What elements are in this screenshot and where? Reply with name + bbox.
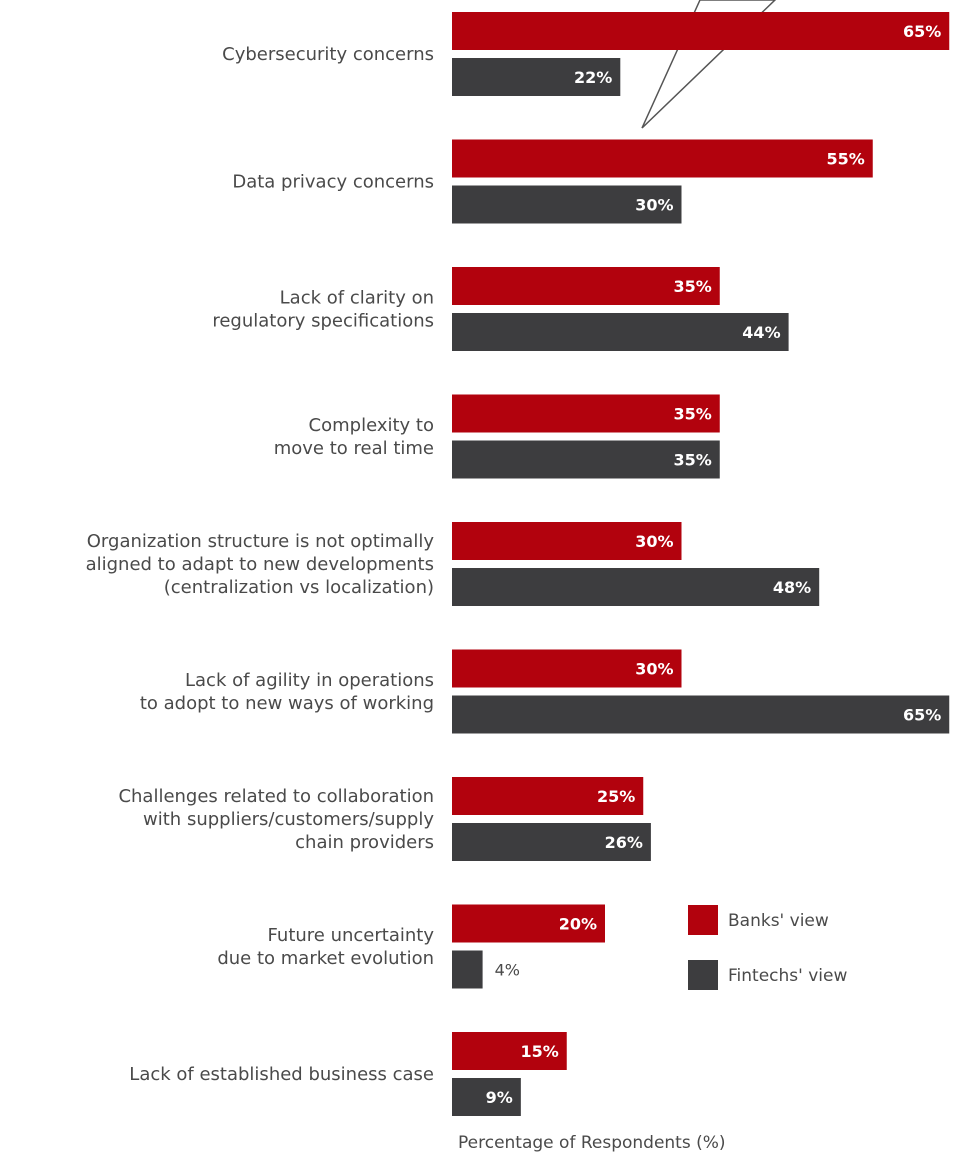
bar-value-label: 35% xyxy=(673,405,711,424)
x-axis-title: Percentage of Respondents (%) xyxy=(458,1133,726,1153)
category-label: Challenges related to collaboration xyxy=(118,786,434,807)
bar-banks-5 xyxy=(452,649,682,688)
bar-value-label: 44% xyxy=(742,323,780,342)
category-label: Organization structure is not optimally xyxy=(87,531,435,552)
bar-value-label: 35% xyxy=(673,277,711,296)
legend-swatch-banks xyxy=(688,905,718,935)
bar-fintechs-6 xyxy=(452,823,651,861)
bar-fintechs-7 xyxy=(452,950,483,989)
bar-value-label: 65% xyxy=(903,22,941,41)
bar-fintechs-4 xyxy=(452,568,820,606)
category-label: Cybersecurity concerns xyxy=(222,44,434,65)
category-label: Lack of agility in operations xyxy=(185,670,434,691)
bar-value-label: 26% xyxy=(605,833,643,852)
bar-value-label: 55% xyxy=(826,150,864,169)
bar-banks-7 xyxy=(452,904,605,943)
category-label: (centralization vs localization) xyxy=(164,577,434,598)
bar-fintechs-0 xyxy=(452,58,621,96)
bar-value-label: 25% xyxy=(597,787,635,806)
bar-value-label: 65% xyxy=(903,706,941,725)
bar-value-label: 9% xyxy=(486,1088,513,1107)
bar-value-label: 30% xyxy=(635,196,673,215)
bar-fintechs-1 xyxy=(452,185,682,224)
bar-value-label: 22% xyxy=(574,68,612,87)
bar-fintechs-2 xyxy=(452,313,789,351)
bars-group: 65% 22% 55% 30% 35% 44% 35% 35% 30% 48% 30% 65% 25% 2… xyxy=(452,12,950,1116)
bar-fintechs-8 xyxy=(452,1078,521,1116)
bar-banks-2 xyxy=(452,267,720,305)
legend-swatch-fintechs xyxy=(688,960,718,990)
category-label: Lack of established business case xyxy=(129,1064,434,1085)
legend-label-fintechs: Fintechs' view xyxy=(728,966,847,986)
category-label: move to real time xyxy=(274,438,434,459)
bar-banks-8 xyxy=(452,1032,567,1070)
category-label: chain providers xyxy=(295,832,434,853)
bar-banks-6 xyxy=(452,777,644,815)
category-label: due to market evolution xyxy=(217,948,434,969)
legend: Banks' view Fintechs' view xyxy=(688,905,847,990)
bar-banks-3 xyxy=(452,394,720,433)
bar-fintechs-3 xyxy=(452,440,720,479)
category-label: Future uncertainty xyxy=(268,925,435,946)
category-label: aligned to adapt to new developments xyxy=(86,554,434,575)
bar-value-label: 20% xyxy=(559,915,597,934)
category-label: Lack of clarity on xyxy=(280,288,434,309)
bar-banks-1 xyxy=(452,139,873,178)
bar-value-label: 48% xyxy=(773,578,811,597)
bar-value-label: 15% xyxy=(520,1042,558,1061)
category-label: to adopt to new ways of working xyxy=(140,693,434,714)
bar-value-label: 35% xyxy=(673,451,711,470)
bar-value-label: 4% xyxy=(495,961,520,980)
category-label: regulatory specifications xyxy=(212,311,434,332)
category-label: Complexity to xyxy=(309,415,434,436)
bar-value-label: 30% xyxy=(635,532,673,551)
bar-banks-4 xyxy=(452,522,682,560)
category-labels: Cybersecurity concerns Data privacy conce… xyxy=(86,44,435,1085)
category-label: with suppliers/customers/supply xyxy=(143,809,434,830)
legend-label-banks: Banks' view xyxy=(728,911,829,931)
bar-value-label: 30% xyxy=(635,660,673,679)
bar-banks-0 xyxy=(452,12,950,50)
category-label: Data privacy concerns xyxy=(232,172,434,193)
bar-fintechs-5 xyxy=(452,695,950,734)
